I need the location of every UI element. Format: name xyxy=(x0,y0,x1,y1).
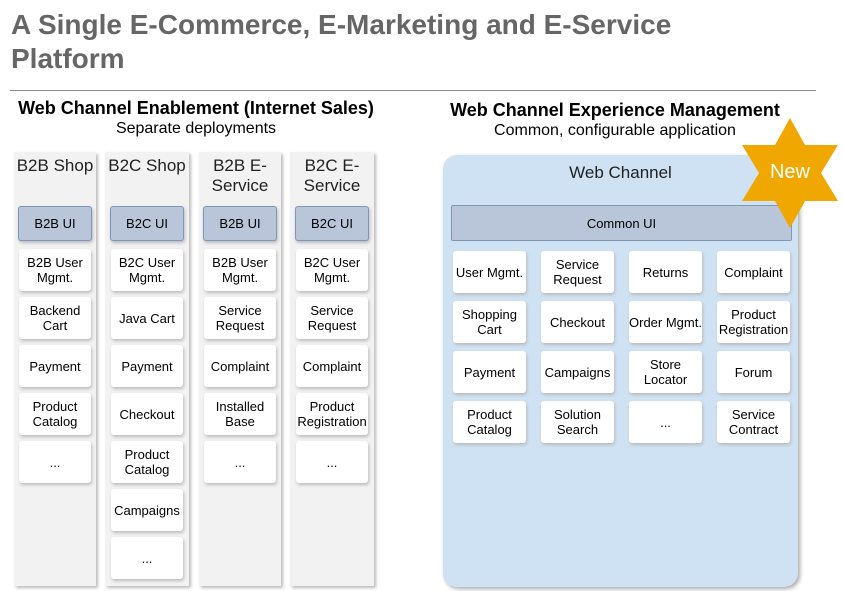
component-box: Order Mgmt. xyxy=(629,301,702,343)
component-box: Campaigns xyxy=(541,351,614,393)
component-box: User Mgmt. xyxy=(453,251,526,293)
component-box: Product Registration xyxy=(717,301,790,343)
component-box: ... xyxy=(296,441,368,483)
column-title: B2C Shop xyxy=(108,156,186,175)
component-box: Service Contract xyxy=(717,401,790,443)
column-3: B2C E-Service B2C UI B2C User Mgmt. Service… xyxy=(290,152,374,586)
column-title: B2B Shop xyxy=(16,156,94,175)
star-shape xyxy=(742,118,838,228)
component-box: Product Catalog xyxy=(111,441,183,483)
ui-box: B2B UI xyxy=(203,206,277,241)
component-box: Backend Cart xyxy=(19,297,91,339)
web-channel-panel: Web Channel Common UI User Mgmt. Service … xyxy=(443,155,798,587)
component-box: Payment xyxy=(453,351,526,393)
ui-box: B2B UI xyxy=(18,206,92,241)
component-box: ... xyxy=(204,441,276,483)
component-box: Checkout xyxy=(111,393,183,435)
component-box: Service Request xyxy=(204,297,276,339)
page-title: A Single E-Commerce, E-Marketing and E-S… xyxy=(11,9,672,74)
divider xyxy=(10,90,816,91)
left-subheading: Separate deployments xyxy=(115,120,277,137)
component-box: ... xyxy=(19,441,91,483)
new-label: New xyxy=(770,161,811,183)
column-0: B2B Shop B2B UI B2B User Mgmt. Backend Cart… xyxy=(14,152,96,586)
panel-title: Web Channel xyxy=(569,163,672,182)
component-box: Product Catalog xyxy=(453,401,526,443)
component-box: Shopping Cart xyxy=(453,301,526,343)
component-box: Solution Search xyxy=(541,401,614,443)
component-box: ... xyxy=(629,401,702,443)
left-heading: Web Channel Enablement (Internet Sales) xyxy=(18,98,374,118)
component-box: Complaint xyxy=(296,345,368,387)
component-box: ... xyxy=(111,537,183,579)
right-heading: Web Channel Experience Management xyxy=(450,100,780,120)
component-box: Campaigns xyxy=(111,489,183,531)
component-box: B2B User Mgmt. xyxy=(204,249,276,291)
component-box: Forum xyxy=(717,351,790,393)
column-1: B2C Shop B2C UI B2C User Mgmt. Java Cart Pay… xyxy=(105,152,189,586)
component-box: Complaint xyxy=(204,345,276,387)
component-box: B2C User Mgmt. xyxy=(296,249,368,291)
component-box: Payment xyxy=(19,345,91,387)
component-box: Returns xyxy=(629,251,702,293)
component-box: Service Request xyxy=(541,251,614,293)
ui-box: B2C UI xyxy=(110,206,184,241)
column-2: B2B E-Service B2B UI B2B User Mgmt. Service… xyxy=(199,152,281,586)
right-subheading: Common, configurable application xyxy=(494,122,736,139)
component-box: B2C User Mgmt. xyxy=(111,249,183,291)
component-box: Java Cart xyxy=(111,297,183,339)
column-title: B2B E-Service xyxy=(211,156,269,195)
component-box: Service Request xyxy=(296,297,368,339)
component-box: Checkout xyxy=(541,301,614,343)
column-title: B2C E-Service xyxy=(303,156,361,195)
component-box: Product Catalog xyxy=(19,393,91,435)
common-ui-box: Common UI xyxy=(451,205,792,241)
component-box: Complaint xyxy=(717,251,790,293)
new-star-badge: New xyxy=(742,118,838,228)
component-box: Product Registration xyxy=(296,393,368,435)
component-box: Installed Base xyxy=(204,393,276,435)
component-box: Payment xyxy=(111,345,183,387)
component-box: Store Locator xyxy=(629,351,702,393)
component-box: B2B User Mgmt. xyxy=(19,249,91,291)
ui-box: B2C UI xyxy=(295,206,369,241)
